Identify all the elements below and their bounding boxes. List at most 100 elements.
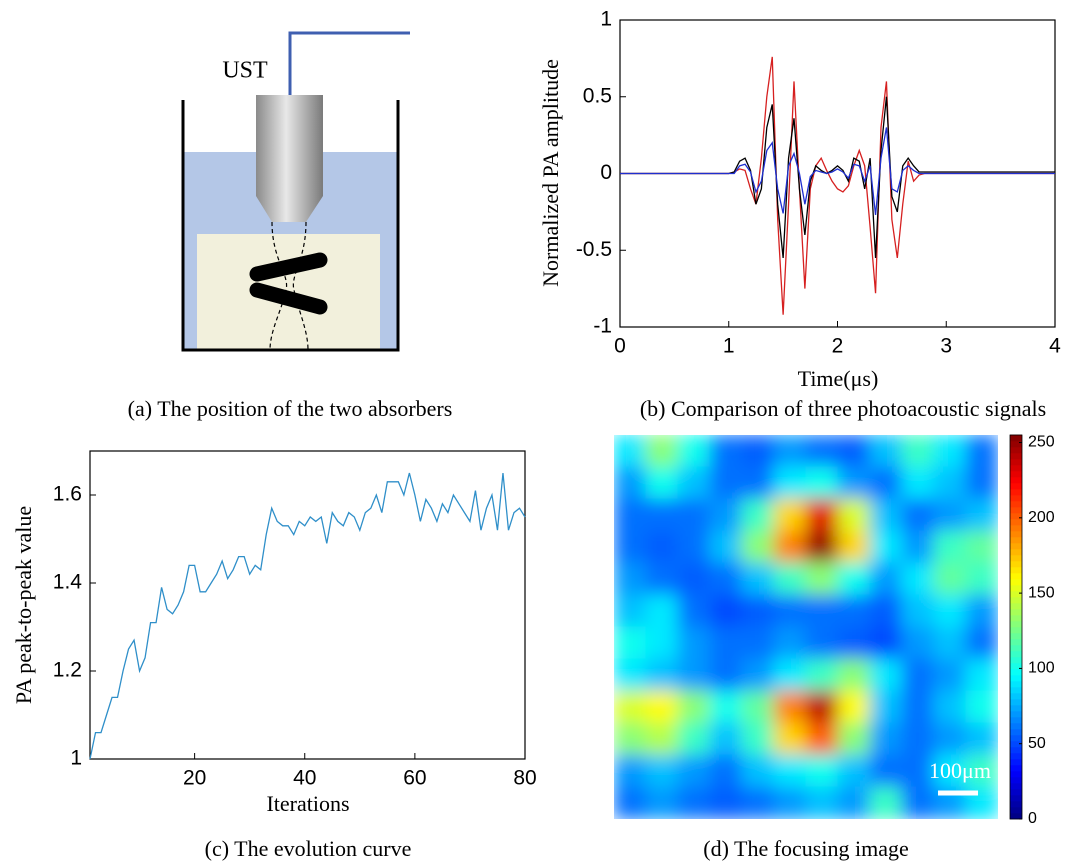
scale-bar-label: 100μm [929, 758, 991, 783]
cell [741, 658, 775, 692]
cell [677, 435, 711, 468]
colorbar-segment [1010, 788, 1022, 796]
cell [837, 594, 871, 628]
cell [805, 530, 839, 564]
cell [645, 498, 679, 532]
colorbar-segment [1010, 758, 1022, 766]
cell [869, 435, 903, 468]
colorbar-tick-label: 250 [1028, 434, 1055, 451]
cell [933, 498, 967, 532]
cell [614, 530, 647, 564]
colorbar-segment [1010, 686, 1022, 694]
cell [645, 786, 679, 819]
cell [965, 722, 998, 756]
colorbar-segment [1010, 440, 1022, 448]
cell [741, 722, 775, 756]
x-tick-label: 80 [513, 767, 536, 790]
cell [741, 435, 775, 468]
colorbar-segment [1010, 800, 1022, 808]
colorbar-segment [1010, 572, 1022, 580]
cell [773, 530, 807, 564]
x-tick-label: 2 [832, 335, 844, 358]
colorbar-segment [1010, 494, 1022, 502]
cell [933, 690, 967, 724]
cell [869, 626, 903, 660]
cell [773, 722, 807, 756]
cell [805, 658, 839, 692]
cell [709, 754, 743, 788]
cell [901, 786, 935, 819]
cell [645, 626, 679, 660]
cell [901, 626, 935, 660]
data-line [620, 127, 1055, 216]
cell [614, 562, 647, 596]
cell [805, 435, 839, 468]
cell [805, 754, 839, 788]
colorbar-tick-label: 200 [1028, 509, 1055, 526]
cell [869, 498, 903, 532]
colorbar-tick-label: 50 [1028, 735, 1046, 752]
cell [901, 658, 935, 692]
cell [901, 498, 935, 532]
colorbar-segment [1010, 608, 1022, 616]
colorbar-segment [1010, 632, 1022, 640]
cell [645, 466, 679, 500]
colorbar-segment [1010, 626, 1022, 634]
cell [741, 498, 775, 532]
cell [741, 754, 775, 788]
y-axis-label: Normalized PA amplitude [538, 59, 563, 287]
axes-box [89, 450, 526, 760]
colorbar-segment [1010, 776, 1022, 784]
cell [677, 466, 711, 500]
cell [869, 722, 903, 756]
colorbar-segment [1010, 722, 1022, 730]
cell [614, 466, 647, 500]
x-axis-label: Iterations [266, 791, 349, 816]
colorbar-segment [1010, 704, 1022, 712]
y-tick-label: 1.2 [53, 659, 82, 682]
colorbar-segment [1010, 602, 1022, 610]
cell [933, 626, 967, 660]
data-line [620, 96, 1055, 258]
cell [645, 722, 679, 756]
colorbar-frame [1009, 434, 1023, 820]
cell [677, 594, 711, 628]
colorbar-tick-label: 0 [1028, 810, 1037, 827]
colorbar-tick-label: 100 [1028, 660, 1055, 677]
colorbar-segment [1010, 698, 1022, 706]
cell [677, 530, 711, 564]
cell [837, 435, 871, 468]
cell [677, 690, 711, 724]
cell [709, 722, 743, 756]
colorbar-segment [1010, 806, 1022, 814]
cell [645, 690, 679, 724]
colorbar-segment [1010, 488, 1022, 496]
cell [773, 498, 807, 532]
cell [677, 754, 711, 788]
x-tick-label: 1 [723, 335, 735, 358]
colorbar-segment [1010, 566, 1022, 574]
cell [709, 498, 743, 532]
cell [773, 690, 807, 724]
cell [709, 435, 743, 468]
cell [901, 754, 935, 788]
cell [869, 530, 903, 564]
y-tick-label: -0.5 [576, 238, 612, 261]
cell [614, 786, 647, 819]
diagram: UST (a) The position of the two absorber… [128, 31, 452, 421]
cell [869, 594, 903, 628]
x-tick-label: 3 [940, 335, 952, 358]
cell [965, 690, 998, 724]
cell [901, 466, 935, 500]
cell [645, 435, 679, 468]
cell [933, 658, 967, 692]
colorbar-tick-label: 150 [1028, 584, 1055, 601]
cell [933, 754, 967, 788]
cell [805, 786, 839, 819]
cell [614, 594, 647, 628]
cell [709, 466, 743, 500]
cell [933, 530, 967, 564]
cell [933, 722, 967, 756]
cell [901, 530, 935, 564]
